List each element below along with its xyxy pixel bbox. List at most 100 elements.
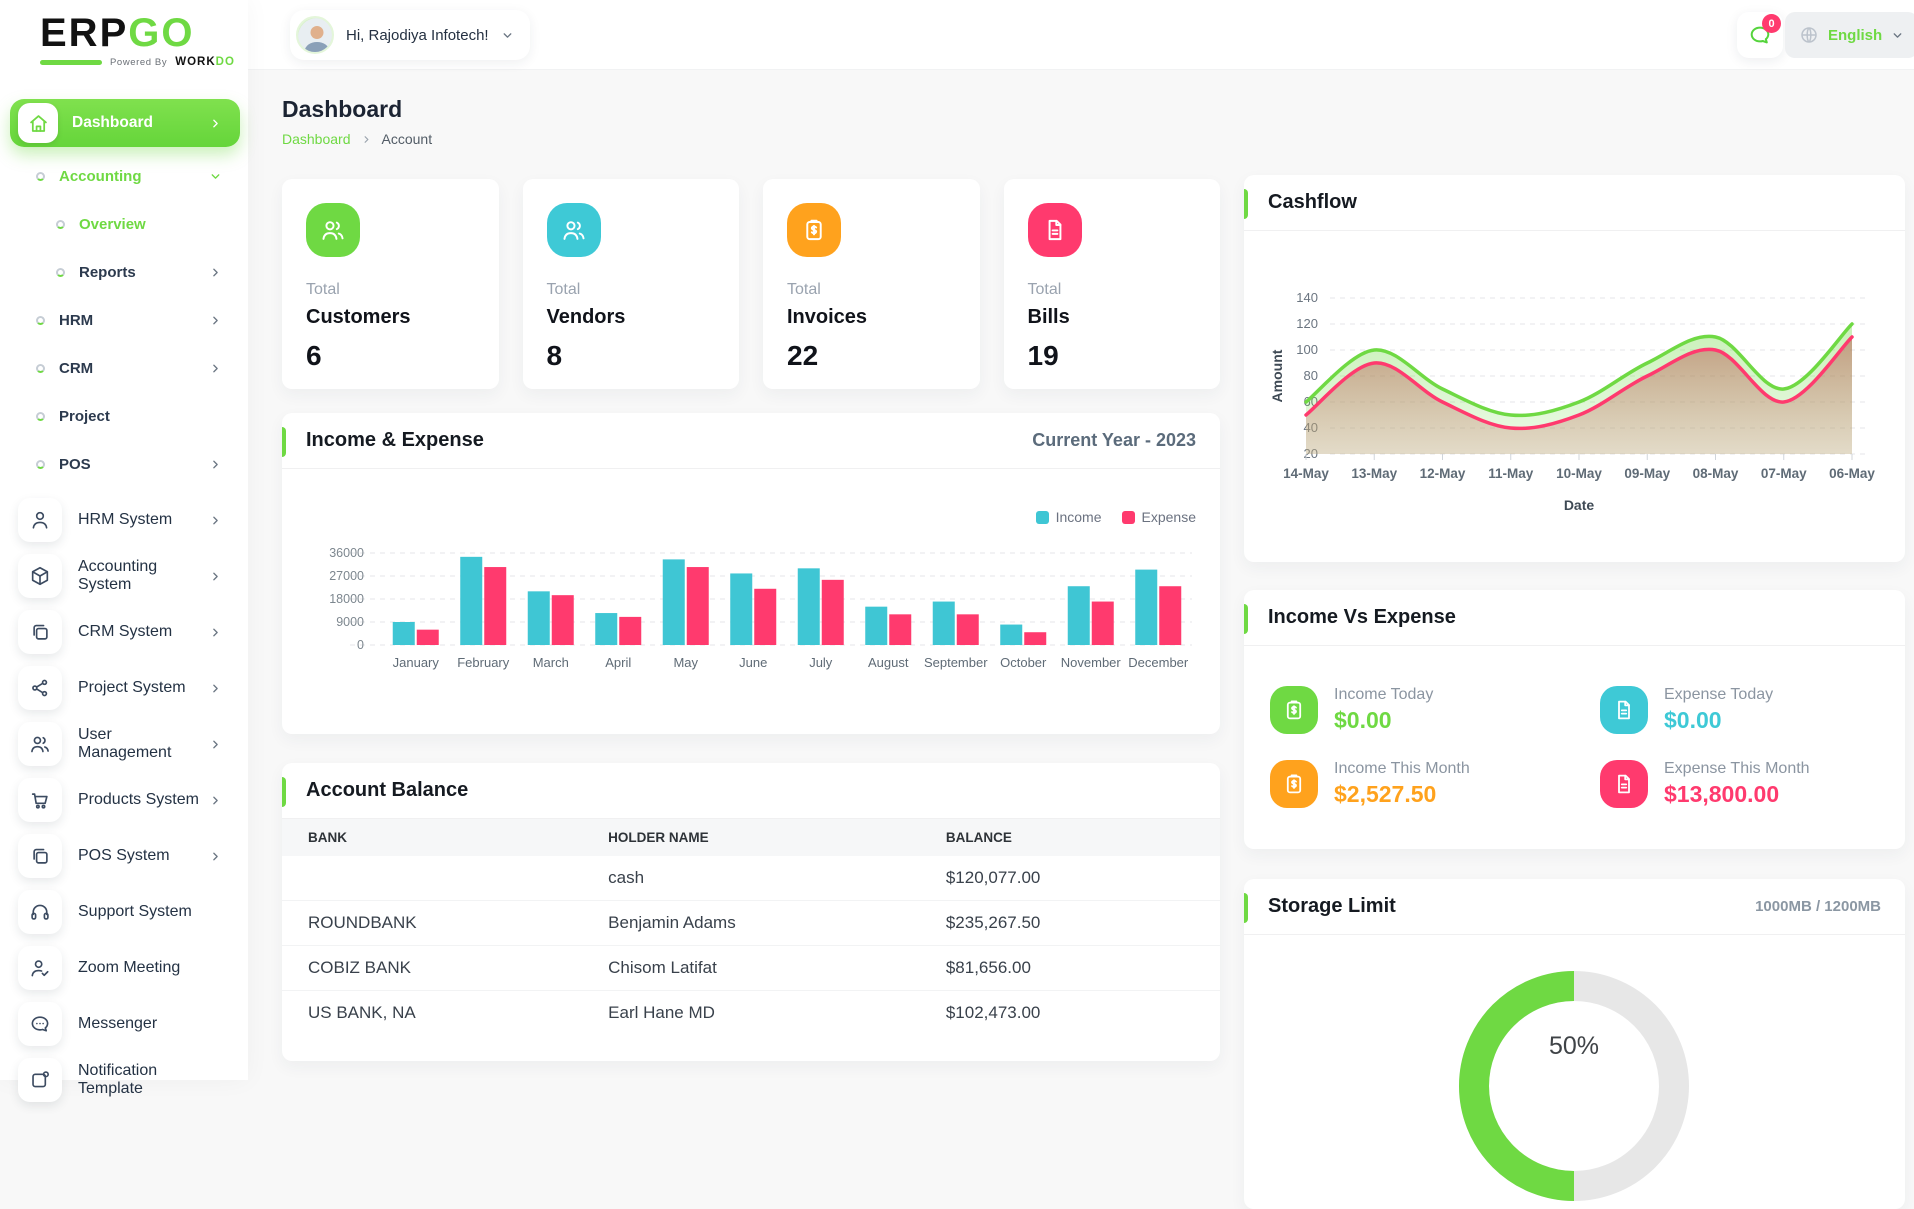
svg-text:0: 0 <box>357 638 364 652</box>
bullet-icon <box>56 219 65 229</box>
chevron-right-icon <box>364 135 368 143</box>
sidebar-item-accounting-system[interactable]: Accounting System <box>10 548 240 604</box>
stat-value: 8 <box>546 340 563 371</box>
stat-value: 19 <box>1027 340 1059 371</box>
table-row: cash $120,077.00 <box>608 868 1041 887</box>
chart-legend: Income Expense <box>282 469 1220 525</box>
user-icon <box>18 498 62 542</box>
logo-text: ERPGO <box>40 11 195 55</box>
sidebar-item-project[interactable]: Project <box>10 392 240 440</box>
metric-value: $2,527.50 <box>1334 781 1437 807</box>
user-menu[interactable]: Hi, Rajodiya Infotech! <box>290 10 530 60</box>
metric-value: $13,800.00 <box>1664 781 1780 807</box>
sidebar-item-messenger[interactable]: Messenger <box>10 996 240 1052</box>
app-logo[interactable]: ERPGO Powered By WORKDO <box>40 12 235 68</box>
clipboard-dollar-icon <box>1270 760 1318 808</box>
svg-text:36000: 36000 <box>329 546 364 560</box>
sidebar-item-zoom-meeting[interactable]: Zoom Meeting <box>10 940 240 996</box>
table-row: ROUNDBANK Benjamin Adams $235,267.50 <box>282 900 1220 946</box>
svg-text:August: August <box>868 655 909 670</box>
income-vs-expense-card: Income Vs Expense Income Today $0.00 Exp… <box>1244 590 1905 849</box>
copy-window-icon <box>18 610 62 654</box>
svg-text:March: March <box>533 655 569 670</box>
avatar <box>296 16 334 54</box>
income-vs-expense-title: Income Vs Expense <box>1268 606 1456 628</box>
svg-text:27000: 27000 <box>329 569 364 583</box>
users-icon <box>306 203 360 257</box>
svg-text:February: February <box>457 655 510 670</box>
svg-text:June: June <box>739 655 767 670</box>
stat-total-label: Total <box>787 281 821 298</box>
cashflow-card: Cashflow 1401201008060402014-May13-May12… <box>1244 175 1905 562</box>
sidebar-item-support-system[interactable]: Support System <box>10 884 240 940</box>
column-header-bank: BANK <box>282 819 583 856</box>
sidebar-item-crm-system[interactable]: CRM System <box>10 604 240 660</box>
svg-text:14-May: 14-May <box>1283 466 1329 481</box>
metric-value: $0.00 <box>1664 707 1722 733</box>
card-accent <box>282 427 286 457</box>
stat-card-vendors: Total Vendors 8 <box>522 179 739 389</box>
income-expense-title: Income & Expense <box>306 429 484 451</box>
breadcrumb-current: Account <box>381 131 433 147</box>
chevron-down-icon <box>1893 32 1902 38</box>
sidebar-item-hrm-system[interactable]: HRM System <box>10 492 240 548</box>
card-accent <box>282 777 286 807</box>
card-accent <box>1244 893 1248 923</box>
chevron-right-icon <box>213 119 218 127</box>
legend-item-income[interactable]: Income <box>1035 509 1102 525</box>
chevron-right-icon <box>213 628 218 636</box>
language-label: English <box>1828 26 1883 44</box>
notifications-button[interactable]: 0 <box>1737 12 1783 58</box>
svg-text:December: December <box>1128 655 1189 670</box>
svg-text:09-May: 09-May <box>1624 466 1670 481</box>
metric-label: Income Today <box>1334 686 1434 703</box>
sidebar-item-pos[interactable]: POS <box>10 440 240 488</box>
sidebar-item-dashboard[interactable]: Dashboard <box>10 99 240 147</box>
sidebar-item-reports[interactable]: Reports <box>10 248 240 296</box>
svg-text:06-May: 06-May <box>1829 466 1875 481</box>
clipboard-dollar-icon <box>787 203 841 257</box>
sidebar-item-notification-template[interactable]: Notification Template <box>10 1052 240 1108</box>
bell-template-icon <box>18 1058 62 1102</box>
chevron-right-icon <box>213 852 218 860</box>
sidebar: ERPGO Powered By WORKDO Dashboard Account… <box>0 0 248 1102</box>
sidebar-item-hrm[interactable]: HRM <box>10 296 240 344</box>
svg-text:07-May: 07-May <box>1761 466 1807 481</box>
stat-name: Invoices <box>787 306 868 328</box>
breadcrumb-dashboard-link[interactable]: Dashboard <box>282 131 351 147</box>
svg-text:July: July <box>809 655 833 670</box>
sidebar-item-project-system[interactable]: Project System <box>10 660 240 716</box>
income-vs-expense-grid: Income Today $0.00 Expense Today $0.00 I… <box>1244 646 1905 808</box>
sidebar-item-accounting[interactable]: Accounting <box>10 152 240 200</box>
cart-icon <box>18 778 62 822</box>
svg-text:13-May: 13-May <box>1351 466 1397 481</box>
svg-text:10-May: 10-May <box>1556 466 1602 481</box>
column-header-balance: BALANCE <box>919 819 1220 856</box>
sidebar-item-overview[interactable]: Overview <box>10 200 240 248</box>
sidebar-item-products-system[interactable]: Products System <box>10 772 240 828</box>
storage-donut-chart: 50% <box>1459 971 1689 1201</box>
language-selector[interactable]: English <box>1785 12 1914 58</box>
column-header-holder-name: HOLDER NAME <box>582 819 920 856</box>
sidebar-item-crm[interactable]: CRM <box>10 344 240 392</box>
sidebar-item-pos-system[interactable]: POS System <box>10 828 240 884</box>
metric-expense-this-month: Expense This Month $13,800.00 <box>1600 760 1879 808</box>
metric-income-today: Income Today $0.00 <box>1270 686 1600 734</box>
income-expense-card: Income & Expense Current Year - 2023 Inc… <box>282 413 1220 734</box>
metric-label: Expense Today <box>1664 686 1774 703</box>
legend-item-expense[interactable]: Expense <box>1121 509 1196 525</box>
chat-round-icon <box>18 1002 62 1046</box>
legend-swatch <box>1121 510 1135 524</box>
sidebar-item-user-management[interactable]: User Management <box>10 716 240 772</box>
bullet-icon <box>36 171 45 181</box>
chevron-down-icon <box>503 32 511 38</box>
copy-window-icon <box>18 834 62 878</box>
svg-text:September: September <box>924 655 988 670</box>
svg-text:08-May: 08-May <box>1693 466 1739 481</box>
home-icon <box>18 103 58 143</box>
user-check-icon <box>18 946 62 990</box>
chevron-right-icon <box>213 796 218 804</box>
stat-value: 6 <box>306 340 322 371</box>
header <box>0 0 1914 70</box>
bullet-icon <box>36 315 45 325</box>
